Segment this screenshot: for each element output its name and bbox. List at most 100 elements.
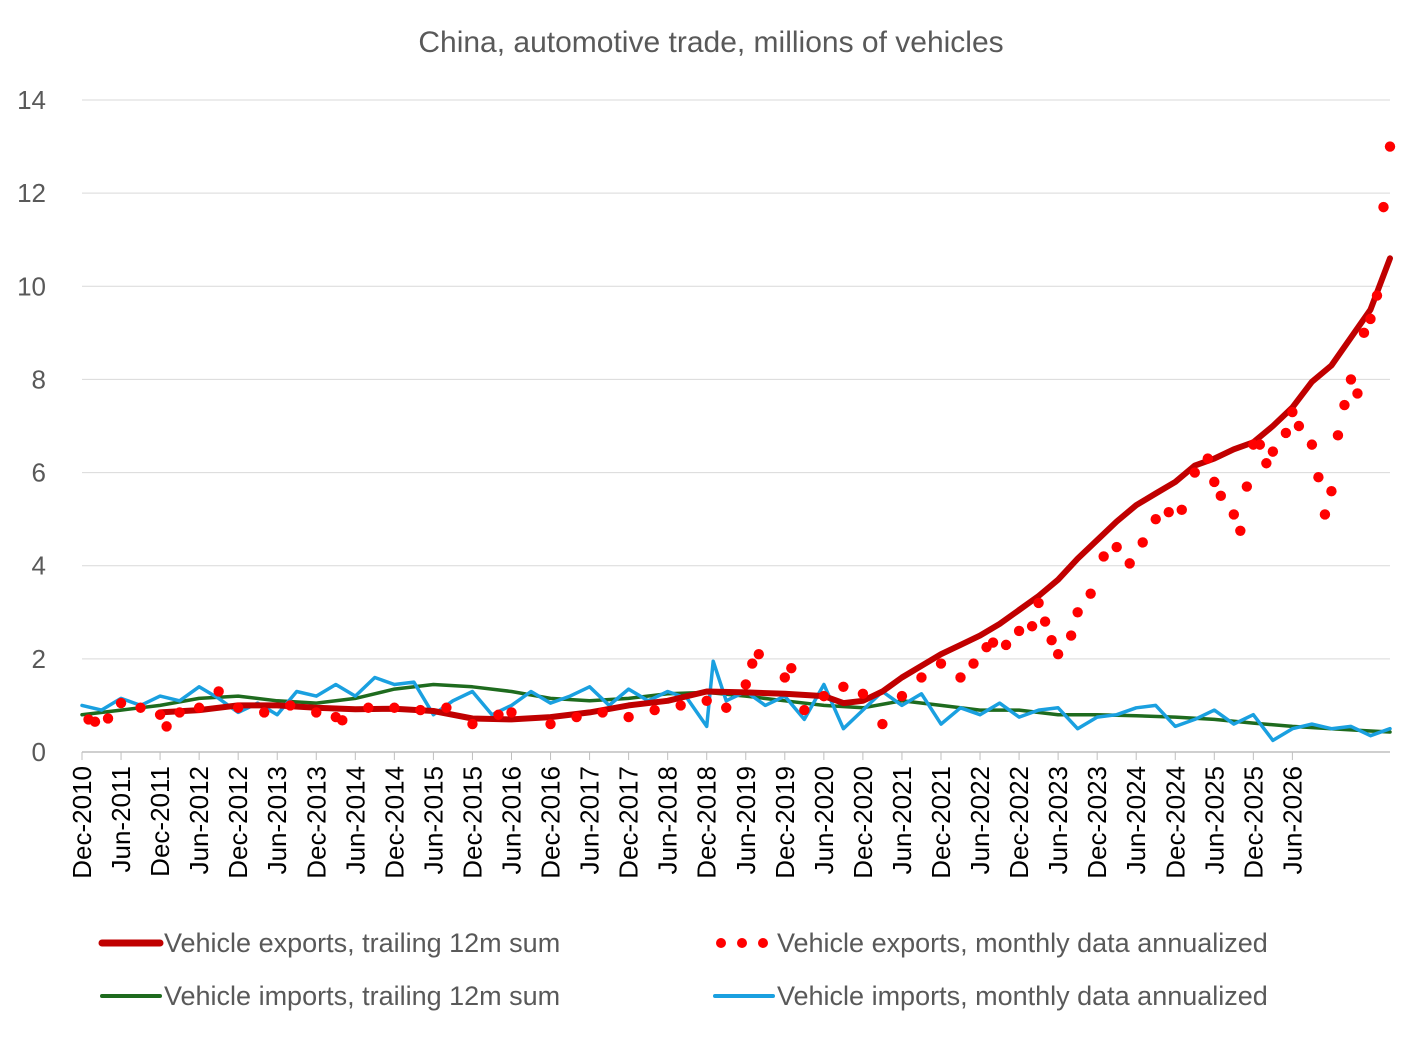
gridlines [82,99,1390,660]
exports-monthly-point [799,704,810,716]
exports-monthly-point [1352,388,1363,399]
exports-monthly-point [1241,481,1253,492]
y-tick-label: 8 [32,364,46,394]
y-tick-label: 10 [17,271,46,301]
x-tick-label: Dec-2015 [457,766,487,879]
y-tick-label: 12 [17,178,46,208]
x-tick-label: Jun-2012 [184,766,214,874]
exports-monthly-point [1085,588,1096,599]
exports-monthly-point [1345,374,1357,385]
exports-monthly-point [1137,537,1148,548]
exports-monthly-point [649,704,660,716]
x-tick-label: Jun-2019 [731,766,761,874]
exports-monthly-point [363,702,374,713]
exports-monthly-point [1326,486,1337,497]
exports-monthly-point [877,718,888,730]
legend-item: Vehicle imports, trailing 12m sum [100,981,560,1011]
exports-monthly-point [1072,607,1083,618]
x-tick-label: Dec-2016 [536,766,566,879]
exports-monthly-point [1319,509,1331,520]
x-tick-label: Dec-2024 [1160,766,1190,879]
x-tick-label: Dec-2020 [848,766,878,879]
x-tick-label: Dec-2019 [770,766,800,879]
exports-monthly-point [857,688,869,699]
x-tick-label: Jun-2018 [653,766,683,874]
x-tick-label: Jun-2021 [887,766,917,874]
exports-monthly-point [1209,476,1220,488]
exports-monthly-point [701,695,712,706]
exports-monthly-point [1124,558,1135,569]
y-tick-label: 4 [32,551,46,581]
x-tick-label: Jun-2014 [340,766,370,874]
y-tick-label: 6 [32,458,46,488]
legend-item: Vehicle exports, monthly data annualized [716,928,1268,958]
legend: Vehicle exports, trailing 12m sum Vehicle… [98,928,1268,1011]
exports-monthly-point [232,702,244,713]
exports-monthly-point [311,707,322,718]
exports-monthly-point [1065,630,1077,641]
exports-monthly-point [1332,430,1344,441]
exports-monthly-point [740,679,751,690]
series-2 [80,682,1392,734]
exports-monthly-point [1163,506,1174,518]
y-axis-tick-labels: 0 2 4 6 8 10 12 14 [17,85,46,767]
x-tick-label: Dec-2022 [1004,766,1034,879]
legend-label: Vehicle exports, monthly data annualized [777,928,1268,958]
exports-monthly-point [1280,427,1292,439]
exports-monthly-point [102,713,114,724]
exports-monthly-point [174,707,185,718]
exports-monthly-point [135,702,146,713]
exports-monthly-point [1365,313,1376,325]
exports-monthly-point [916,672,927,683]
exports-monthly-point [1371,290,1383,301]
exports-monthly-point [1013,625,1025,637]
exports-monthly-point [747,658,758,669]
exports-monthly-point [1293,420,1305,432]
exports-monthly-point [1358,327,1370,339]
exports-monthly-point [1339,399,1350,411]
x-tick-label: Jun-2015 [418,766,448,874]
exports-monthly-point [506,707,517,718]
exports-monthly-point [115,697,127,709]
legend-item: Vehicle imports, monthly data annualized [713,981,1268,1011]
x-tick-label: Dec-2017 [614,766,644,879]
x-tick-label: Dec-2018 [692,766,722,879]
series-3 [80,659,1392,743]
legend-item: Vehicle exports, trailing 12m sum [98,928,560,958]
x-tick-label: Jun-2013 [262,766,292,874]
exports-monthly-point [161,721,172,732]
exports-monthly-point [1033,597,1044,609]
exports-monthly-point [1287,406,1298,418]
exports-monthly-point [1189,467,1200,478]
x-tick-label: Jun-2026 [1277,766,1307,874]
exports-monthly-point [1111,541,1122,553]
exports-monthly-point [1039,616,1051,627]
exports-monthly-point [1384,141,1396,152]
legend-swatch [758,938,768,948]
exports-monthly-point [213,686,224,697]
exports-monthly-point [1052,649,1064,660]
exports-monthly-point [193,702,205,713]
x-tick-label: Dec-2012 [223,766,253,879]
x-tick-label: Jun-2011 [106,766,136,873]
legend-label: Vehicle exports, trailing 12m sum [164,928,560,958]
exports-monthly-point [1306,439,1318,450]
exports-monthly-point [1000,639,1012,651]
x-tick-label: Dec-2021 [926,766,956,879]
exports-monthly-point [337,715,348,726]
exports-monthly-point [545,718,556,730]
exports-monthly-point [721,702,732,713]
exports-monthly-point [259,707,270,718]
series-0 [157,255,1393,723]
exports-monthly-point [838,681,849,692]
exports-monthly-point [968,658,979,669]
imports-monthly-line [80,659,1392,743]
x-tick-label: Dec-2014 [379,766,409,879]
chart-title: China, automotive trade, millions of veh… [418,26,1003,59]
x-tick-label: Dec-2023 [1082,766,1112,879]
exports-monthly-point [1261,458,1272,469]
exports-monthly-point [597,707,608,718]
exports-monthly-point [779,672,791,683]
